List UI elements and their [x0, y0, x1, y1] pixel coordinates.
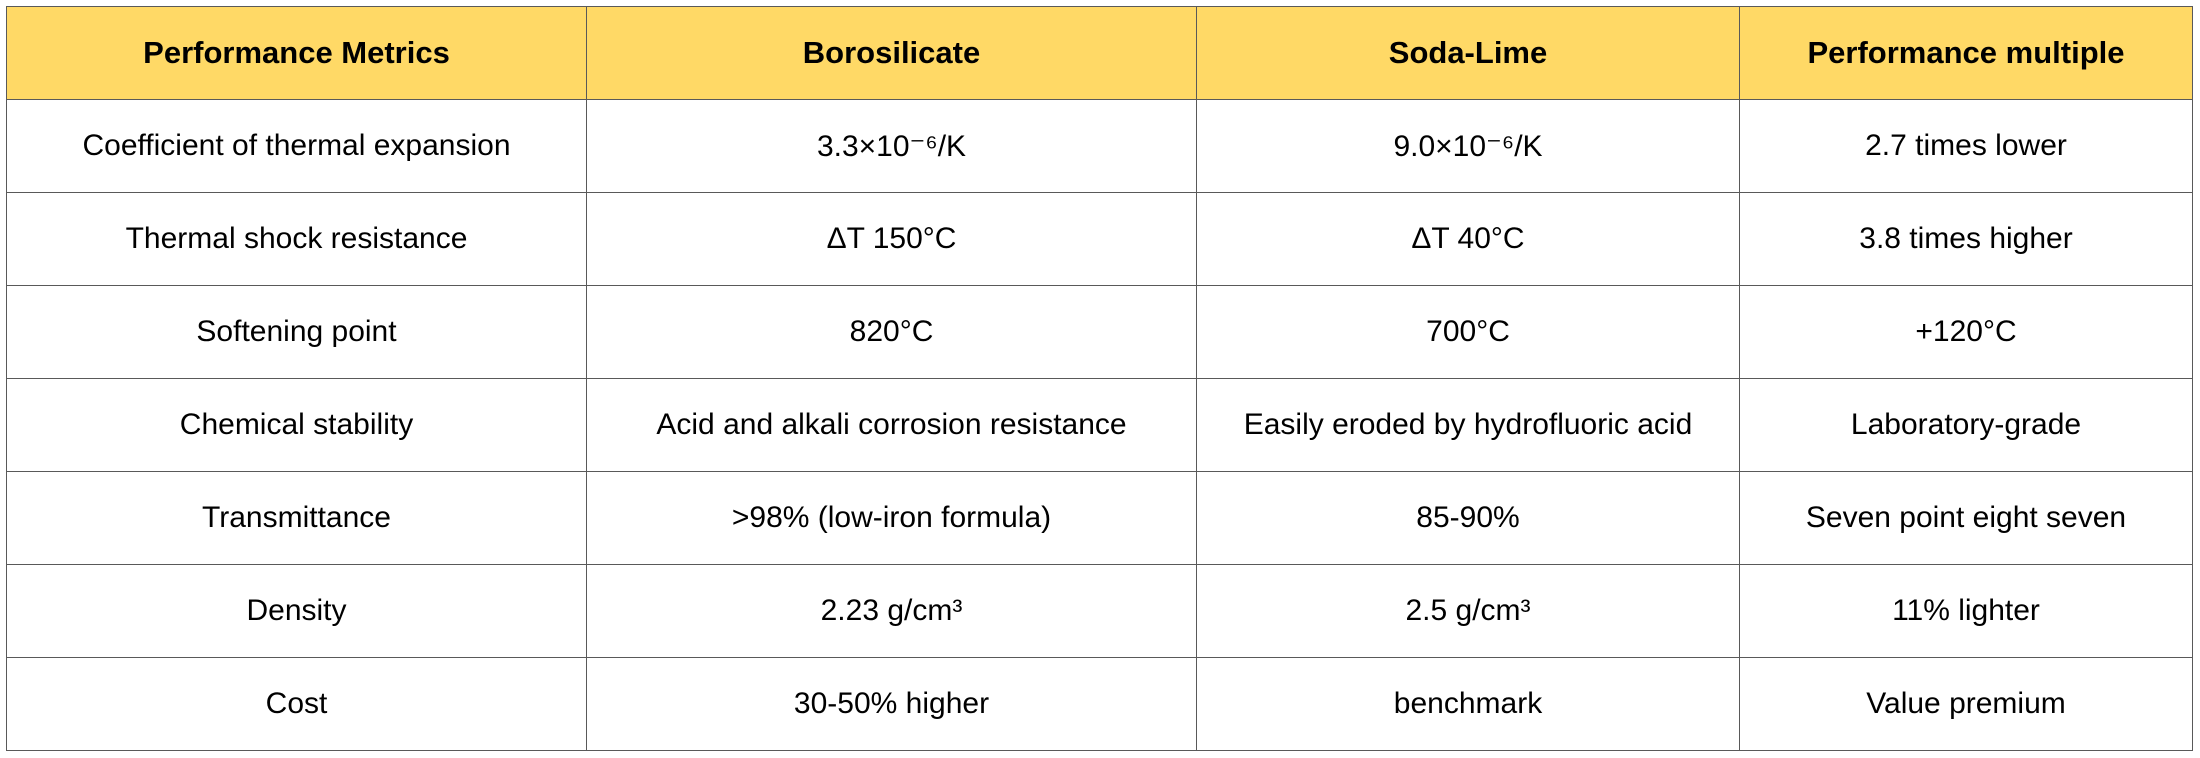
metric-cell: Transmittance: [6, 471, 587, 565]
borosilicate-cell: 3.3×10⁻⁶/K: [586, 99, 1197, 193]
table-row: Thermal shock resistance ΔT 150°C ΔT 40°…: [6, 192, 2193, 286]
table-body: Coefficient of thermal expansion 3.3×10⁻…: [6, 99, 2193, 751]
table-row: Coefficient of thermal expansion 3.3×10⁻…: [6, 99, 2193, 193]
metric-cell: Cost: [6, 657, 587, 751]
borosilicate-cell: Acid and alkali corrosion resistance: [586, 378, 1197, 472]
header-borosilicate: Borosilicate: [586, 6, 1197, 100]
table-row: Chemical stability Acid and alkali corro…: [6, 378, 2193, 472]
table-header: Performance Metrics Borosilicate Soda-Li…: [6, 6, 2193, 100]
multiple-cell: Value premium: [1739, 657, 2193, 751]
multiple-cell: Laboratory-grade: [1739, 378, 2193, 472]
table-row: Transmittance >98% (low-iron formula) 85…: [6, 471, 2193, 565]
borosilicate-cell: >98% (low-iron formula): [586, 471, 1197, 565]
soda-lime-cell: 2.5 g/cm³: [1196, 564, 1740, 658]
soda-lime-cell: 9.0×10⁻⁶/K: [1196, 99, 1740, 193]
glass-comparison-table: Performance Metrics Borosilicate Soda-Li…: [6, 6, 2193, 751]
header-row: Performance Metrics Borosilicate Soda-Li…: [6, 6, 2193, 100]
borosilicate-cell: 30-50% higher: [586, 657, 1197, 751]
multiple-cell: 2.7 times lower: [1739, 99, 2193, 193]
table-row: Softening point 820°C 700°C +120°C: [6, 285, 2193, 379]
multiple-cell: 11% lighter: [1739, 564, 2193, 658]
header-soda-lime: Soda-Lime: [1196, 6, 1740, 100]
metric-cell: Chemical stability: [6, 378, 587, 472]
table-row: Density 2.23 g/cm³ 2.5 g/cm³ 11% lighter: [6, 564, 2193, 658]
soda-lime-cell: Easily eroded by hydrofluoric acid: [1196, 378, 1740, 472]
comparison-table-container: Performance Metrics Borosilicate Soda-Li…: [6, 6, 2193, 751]
metric-cell: Thermal shock resistance: [6, 192, 587, 286]
soda-lime-cell: 85-90%: [1196, 471, 1740, 565]
multiple-cell: +120°C: [1739, 285, 2193, 379]
soda-lime-cell: benchmark: [1196, 657, 1740, 751]
header-performance-multiple: Performance multiple: [1739, 6, 2193, 100]
borosilicate-cell: 820°C: [586, 285, 1197, 379]
borosilicate-cell: 2.23 g/cm³: [586, 564, 1197, 658]
multiple-cell: Seven point eight seven: [1739, 471, 2193, 565]
soda-lime-cell: ΔT 40°C: [1196, 192, 1740, 286]
header-performance-metrics: Performance Metrics: [6, 6, 587, 100]
soda-lime-cell: 700°C: [1196, 285, 1740, 379]
borosilicate-cell: ΔT 150°C: [586, 192, 1197, 286]
metric-cell: Density: [6, 564, 587, 658]
multiple-cell: 3.8 times higher: [1739, 192, 2193, 286]
metric-cell: Softening point: [6, 285, 587, 379]
table-row: Cost 30-50% higher benchmark Value premi…: [6, 657, 2193, 751]
metric-cell: Coefficient of thermal expansion: [6, 99, 587, 193]
